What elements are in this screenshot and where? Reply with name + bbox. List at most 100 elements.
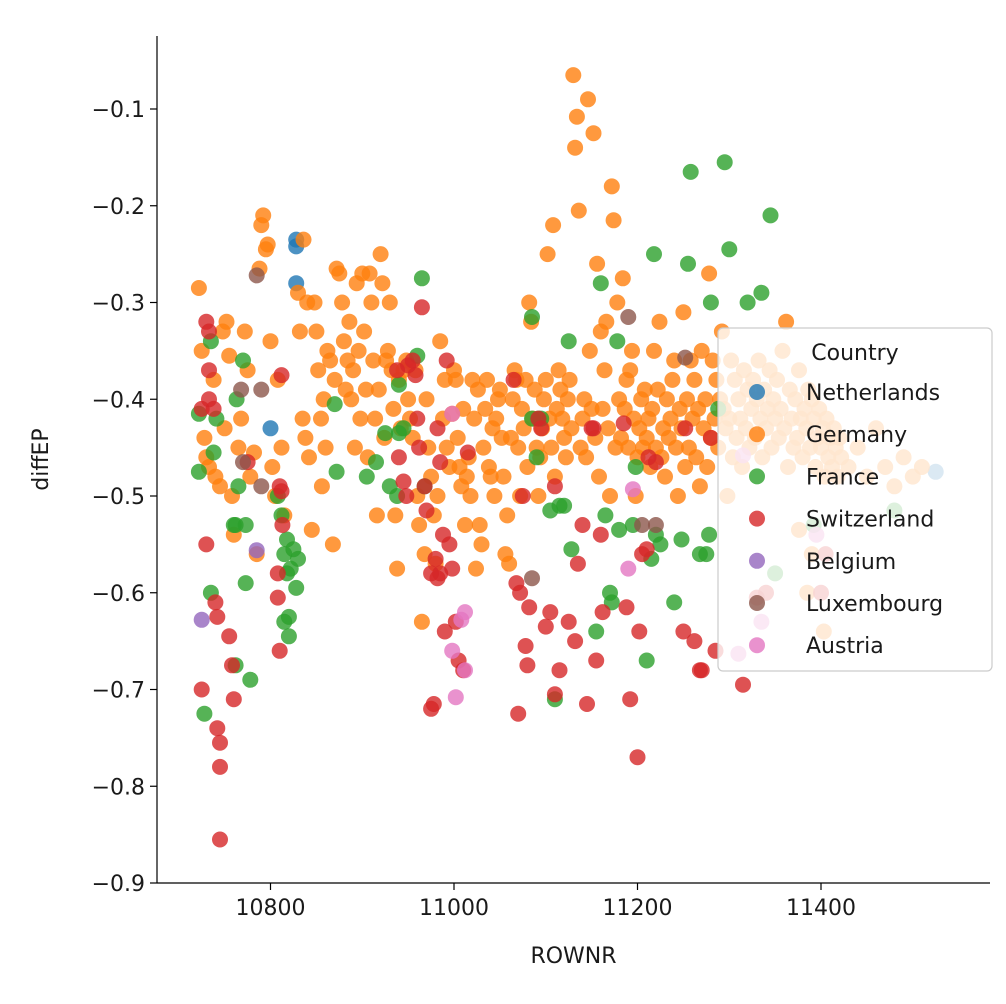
point-switzerland xyxy=(432,454,449,471)
point-germany xyxy=(513,400,530,417)
point-germany xyxy=(580,91,596,108)
point-germany xyxy=(310,362,327,379)
point-switzerland xyxy=(693,662,710,679)
point-germany xyxy=(697,391,714,408)
point-switzerland xyxy=(198,536,215,553)
point-switzerland xyxy=(212,734,228,751)
point-germany xyxy=(600,420,617,437)
point-switzerland xyxy=(615,415,632,432)
point-france xyxy=(377,425,394,442)
y-ticks: −0.9 −0.8 −0.7 −0.6 −0.5 −0.4 −0.3 −0.2 −0.1 xyxy=(92,98,157,897)
point-germany xyxy=(381,294,398,311)
point-switzerland xyxy=(560,613,577,630)
point-germany xyxy=(466,410,483,427)
point-france xyxy=(563,541,580,558)
point-france xyxy=(716,154,733,171)
point-germany xyxy=(589,255,606,272)
point-germany xyxy=(545,217,562,234)
point-germany xyxy=(686,371,703,388)
point-germany xyxy=(212,478,228,495)
point-germany xyxy=(668,439,684,456)
point-switzerland xyxy=(390,449,407,466)
legend-marker xyxy=(749,552,765,569)
point-switzerland xyxy=(193,681,210,698)
point-germany xyxy=(301,449,317,466)
x-axis-label: ROWNR xyxy=(530,944,616,969)
point-france xyxy=(739,294,756,311)
point-germany xyxy=(583,400,600,417)
point-switzerland xyxy=(647,454,664,471)
legend-label: Netherlands xyxy=(806,381,940,406)
point-switzerland xyxy=(735,676,751,693)
point-germany xyxy=(334,294,351,311)
point-germany xyxy=(411,517,428,533)
point-germany xyxy=(385,400,402,417)
point-france xyxy=(646,246,662,263)
point-germany xyxy=(317,439,334,456)
point-switzerland xyxy=(542,604,559,621)
point-switzerland xyxy=(574,517,591,533)
point-luxembourg xyxy=(233,381,250,398)
point-france xyxy=(592,275,609,292)
point-germany xyxy=(297,429,314,446)
point-germany xyxy=(559,391,576,408)
point-france xyxy=(698,546,715,563)
point-france xyxy=(190,463,207,480)
point-france xyxy=(326,396,343,413)
point-germany xyxy=(432,333,449,350)
point-luxembourg xyxy=(235,454,251,471)
point-germany xyxy=(221,347,238,364)
point-switzerland xyxy=(438,352,455,369)
point-germany xyxy=(644,400,661,417)
point-switzerland xyxy=(207,594,224,611)
point-france xyxy=(753,284,770,301)
legend-marker xyxy=(749,595,765,611)
point-france xyxy=(358,468,375,485)
point-switzerland xyxy=(638,541,655,558)
point-switzerland xyxy=(629,749,646,766)
point-france xyxy=(205,444,222,461)
point-france xyxy=(328,463,345,480)
point-switzerland xyxy=(567,633,584,650)
point-germany xyxy=(341,313,358,330)
point-germany xyxy=(190,280,207,296)
point-germany xyxy=(303,521,320,538)
point-france xyxy=(395,420,412,437)
point-germany xyxy=(438,439,455,456)
legend: Country Netherlands Germany France Switzerl… xyxy=(717,327,993,672)
point-switzerland xyxy=(579,696,595,712)
point-switzerland xyxy=(201,323,217,340)
point-switzerland xyxy=(677,420,694,437)
point-switzerland xyxy=(441,536,458,553)
point-germany xyxy=(389,560,406,577)
point-switzerland xyxy=(521,599,538,616)
point-germany xyxy=(664,371,681,388)
point-germany xyxy=(365,352,382,369)
point-switzerland xyxy=(269,565,286,582)
point-germany xyxy=(693,342,710,359)
point-france xyxy=(242,671,259,688)
point-germany xyxy=(449,429,466,446)
y-tick-label: −0.6 xyxy=(92,582,145,607)
point-germany xyxy=(477,400,494,417)
point-switzerland xyxy=(537,618,554,635)
y-tick-label: −0.9 xyxy=(92,872,145,897)
point-france xyxy=(560,333,577,350)
point-germany xyxy=(387,507,404,524)
point-germany xyxy=(350,342,367,359)
legend-label: Germany xyxy=(806,423,907,448)
point-luxembourg xyxy=(620,309,637,325)
point-switzerland xyxy=(404,352,421,369)
point-switzerland xyxy=(224,657,240,674)
point-germany xyxy=(495,468,512,485)
point-switzerland xyxy=(533,420,550,437)
point-switzerland xyxy=(413,299,430,316)
y-tick-label: −0.7 xyxy=(92,679,145,704)
point-luxembourg xyxy=(248,267,265,284)
point-france xyxy=(368,454,384,471)
point-france xyxy=(230,478,247,495)
point-france xyxy=(627,459,644,475)
point-germany xyxy=(368,507,385,524)
y-axis-label: diffEP xyxy=(29,428,54,490)
